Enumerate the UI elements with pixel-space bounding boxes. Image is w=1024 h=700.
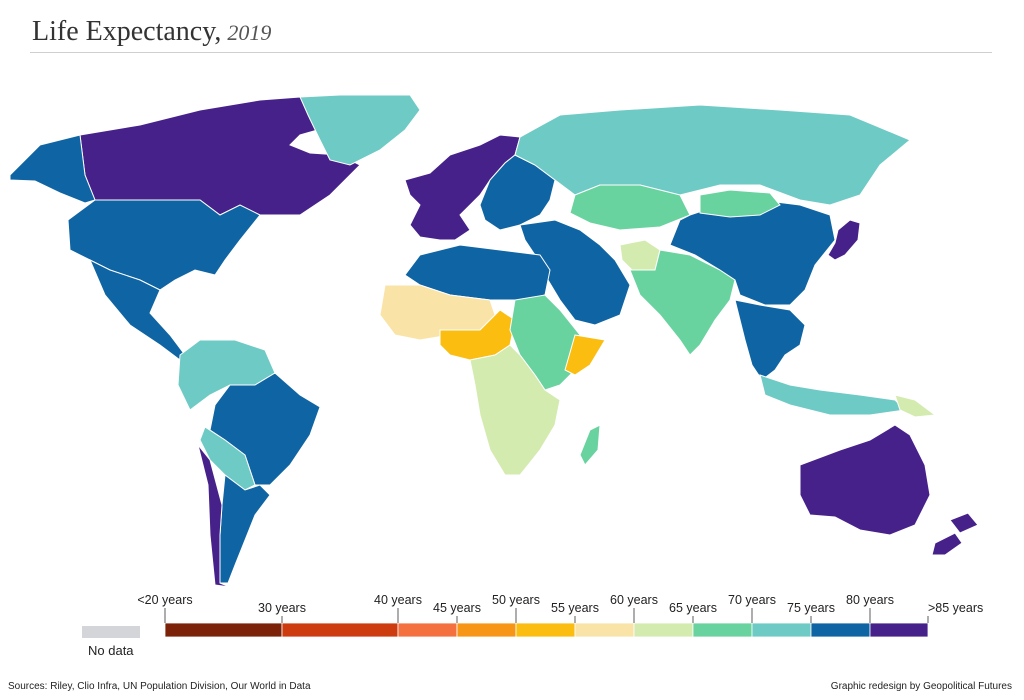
region-chile: Chile xyxy=(197,444,231,588)
legend-label-5: 55 years xyxy=(551,601,599,615)
legend-label-7: 65 years xyxy=(669,601,717,615)
legend-label-1: 30 years xyxy=(258,601,306,615)
legend-label-8: 70 years xyxy=(728,593,776,607)
legend-label-3: 45 years xyxy=(433,601,481,615)
legend-label-9: 75 years xyxy=(787,601,835,615)
region-united-states: United States xyxy=(67,199,261,291)
map-title-year: 2019 xyxy=(227,20,272,45)
region-kazakhstan: Kazakhstan xyxy=(569,184,691,231)
map-title-main: Life Expectancy, xyxy=(32,16,222,47)
legend-swatch-0 xyxy=(164,622,283,638)
legend-swatch-1 xyxy=(281,622,399,638)
world-map: CanadaAlaska (USA)GreenlandUnited States… xyxy=(0,55,1024,590)
region-papua-new-guinea: Papua New Guinea xyxy=(894,394,937,418)
legend-swatch-7 xyxy=(692,622,753,638)
region-madagascar: Madagascar xyxy=(579,424,601,466)
legend-swatch-9 xyxy=(810,622,871,638)
legend-label-6: 60 years xyxy=(610,593,658,607)
region-southeast-asia: Southeast Asia xyxy=(734,299,806,381)
legend-label-10: 80 years xyxy=(846,593,894,607)
legend-swatch-5 xyxy=(574,622,635,638)
legend-no-data-label: No data xyxy=(88,643,134,658)
region-eastern-europe: Eastern Europe xyxy=(479,154,556,231)
region-alaska-usa: Alaska (USA) xyxy=(9,134,96,204)
title-divider xyxy=(30,52,992,53)
region-western-europe: Western Europe xyxy=(404,134,521,241)
region-somalia: Somalia xyxy=(564,334,606,376)
region-southern-africa: Southern Africa xyxy=(469,344,561,476)
region-greenland: Greenland xyxy=(299,94,421,166)
legend-swatch-8 xyxy=(751,622,812,638)
legend-swatch-10 xyxy=(869,622,929,638)
region-mexico-and-central-america: Mexico and Central America xyxy=(89,258,186,361)
region-australia: Australia xyxy=(799,424,931,536)
sources-note: Sources: Riley, Clio Infra, UN Populatio… xyxy=(8,681,311,692)
legend-swatch-6 xyxy=(633,622,694,638)
region-south-asia: South Asia xyxy=(629,249,736,356)
legend-swatch-4 xyxy=(515,622,576,638)
legend-label-4: 50 years xyxy=(492,593,540,607)
legend-label-2: 40 years xyxy=(374,593,422,607)
region-japan: Japan xyxy=(827,219,861,261)
legend-no-data-swatch xyxy=(82,626,140,638)
region-mongolia: Mongolia xyxy=(699,189,781,218)
legend-color-scale: <20 years 30 years 40 years 45 years 50 year… xyxy=(137,593,983,638)
legend-swatch-3 xyxy=(456,622,517,638)
map-title: Life Expectancy, 2019 xyxy=(32,16,271,48)
legend-label-0: <20 years xyxy=(137,593,192,607)
legend-swatch-2 xyxy=(397,622,458,638)
legend-label-11: >85 years xyxy=(928,601,983,615)
region-new-zealand: New Zealand xyxy=(931,512,979,556)
graphic-credit: Graphic redesign by Geopolitical Futures xyxy=(830,681,1012,692)
